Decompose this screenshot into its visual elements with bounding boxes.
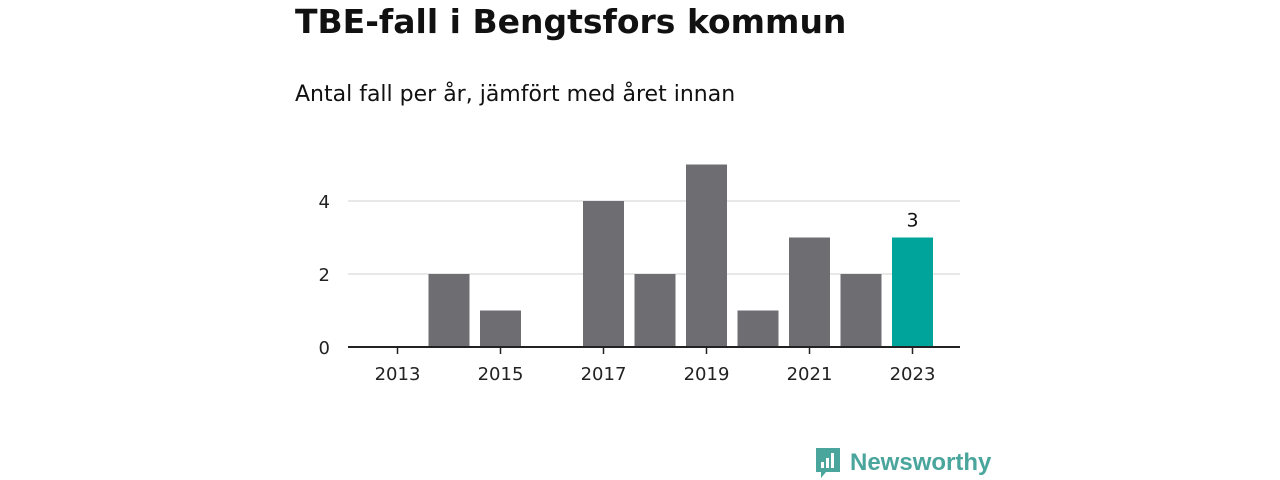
x-tick-label: 2013: [375, 364, 421, 385]
brand-name: Newsworthy: [850, 449, 992, 476]
y-tick-label: 0: [319, 338, 330, 359]
bar-2022: [840, 274, 882, 347]
brand-logo: Newsworthy: [814, 446, 991, 480]
gridlines: [348, 200, 960, 275]
bar-2023: [892, 237, 933, 347]
data-label-2023: 3: [906, 210, 918, 232]
bar-2017: [583, 201, 624, 347]
bar-2018: [634, 274, 676, 347]
axes: [348, 346, 960, 354]
x-tick-label: 2023: [890, 364, 936, 385]
bar-chart: 0 2 4 2013 2015 2017 2019 2021 2023 3: [319, 164, 960, 385]
bar-2021: [789, 237, 830, 347]
y-tick-label: 2: [319, 265, 330, 286]
x-tick-label: 2017: [581, 364, 627, 385]
bar-2020: [737, 310, 779, 347]
bar-2014: [428, 274, 470, 347]
bar-2019: [686, 164, 727, 347]
x-tick-label: 2019: [684, 364, 730, 385]
labels: 0 2 4 2013 2015 2017 2019 2021 2023 3: [319, 192, 936, 385]
newsworthy-logo-icon: [816, 448, 840, 478]
chart-title: TBE-fall i Bengtsfors kommun: [295, 2, 847, 41]
bar-2015: [480, 310, 521, 347]
bars: [428, 164, 933, 347]
x-tick-label: 2021: [787, 364, 833, 385]
chart-subtitle: Antal fall per år, jämfört med året inna…: [295, 82, 736, 107]
y-tick-label: 4: [319, 192, 330, 213]
x-tick-label: 2015: [478, 364, 524, 385]
